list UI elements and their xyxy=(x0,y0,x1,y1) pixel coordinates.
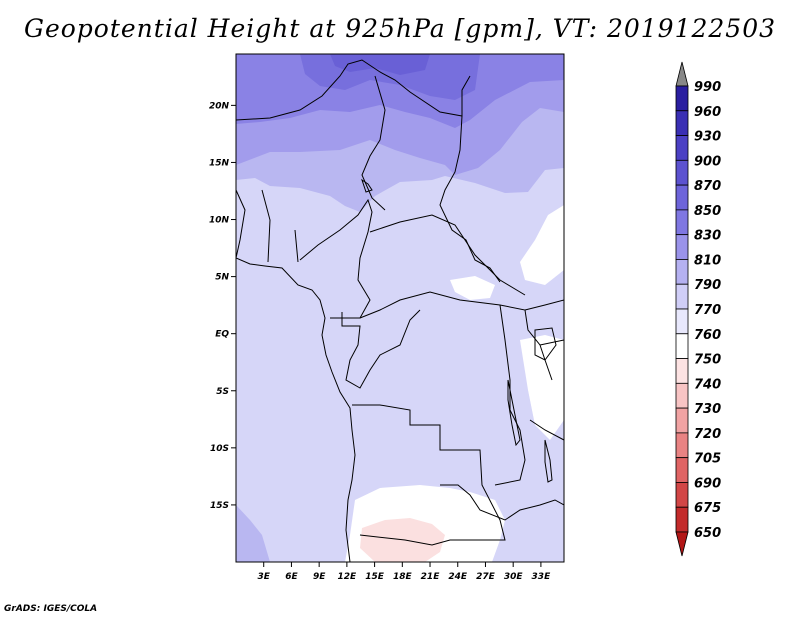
lake-chad xyxy=(361,178,373,193)
border-drc-east xyxy=(494,304,526,486)
lat-tick-label: 15N xyxy=(209,158,230,168)
lon-tick-label: 18E xyxy=(393,572,413,582)
colorbar-label: 770 xyxy=(694,303,721,318)
lon-tick-label: 6E xyxy=(285,572,298,582)
colorbar-swatch xyxy=(675,506,689,533)
longitude-axis: 3E 6E 9E 12E 15E 18E 21E 24E 27E 30E 33E xyxy=(258,562,552,582)
colorbar-swatch xyxy=(675,482,689,508)
lon-tick-label: 15E xyxy=(365,572,385,582)
lon-tick-label: 27E xyxy=(476,572,496,582)
border-tanzania xyxy=(524,299,564,441)
colorbar-swatch xyxy=(675,135,689,161)
colorbar-label: 650 xyxy=(694,526,721,541)
field-790-810-southwest xyxy=(236,505,270,562)
border-sahel xyxy=(236,59,471,121)
field-760-770-central xyxy=(450,276,495,300)
lat-tick-label: 10N xyxy=(209,216,230,226)
lon-tick-label: 9E xyxy=(313,572,326,582)
lake-victoria xyxy=(534,327,557,361)
border-car xyxy=(369,214,526,296)
lon-tick-label: 30E xyxy=(504,572,524,582)
colorbar-swatch xyxy=(675,283,689,310)
border-angola xyxy=(352,404,506,546)
border-zambia xyxy=(440,484,564,521)
colorbar-label: 990 xyxy=(694,80,721,95)
field-760-770-lakes xyxy=(520,335,564,440)
colorbar-swatch xyxy=(675,159,689,186)
latitude-axis: 20N 15N 10N 5N EQ 5S 10S 15S xyxy=(209,101,236,511)
colorbar-label: 830 xyxy=(694,229,721,244)
colorbar-label: 740 xyxy=(694,377,721,392)
coastline-west-africa xyxy=(236,257,356,562)
colorbar-label: 730 xyxy=(694,402,721,417)
colorbar-swatch xyxy=(675,308,689,335)
colorbar-swatch xyxy=(675,234,689,260)
lon-tick-label: 21E xyxy=(421,572,441,582)
colorbar-swatch xyxy=(675,382,689,409)
colorbar-swatch xyxy=(675,110,689,136)
lon-tick-label: 12E xyxy=(338,572,358,582)
lat-tick-label: 10S xyxy=(210,444,229,454)
border-chad xyxy=(439,115,501,283)
colorbar-swatch xyxy=(675,333,689,359)
colorbar-swatch xyxy=(675,259,689,285)
colorbar-label: 690 xyxy=(694,476,721,491)
colorbar-top-arrow xyxy=(675,61,689,87)
colorbar-swatch xyxy=(675,457,689,483)
colorbar: 990 960 930 900 870 850 830 810 790 770 760 750 740 7… xyxy=(675,61,721,557)
field-870-900 xyxy=(330,54,430,75)
colorbar-label: 720 xyxy=(694,427,721,442)
lat-tick-label: EQ xyxy=(215,330,229,340)
colorbar-label: 705 xyxy=(694,452,721,467)
lake-tanganyika xyxy=(507,379,521,447)
colorbar-swatch xyxy=(675,407,689,434)
colorbar-swatch xyxy=(675,432,689,459)
colorbar-swatch xyxy=(675,209,689,236)
map-title: Geopotential Height at 925hPa [gpm], VT:… xyxy=(23,14,777,43)
lat-tick-label: 15S xyxy=(210,501,229,511)
colorbar-label: 960 xyxy=(694,105,721,120)
lon-tick-label: 3E xyxy=(258,572,271,582)
colorbar-label: 810 xyxy=(694,253,721,268)
colorbar-label: 900 xyxy=(694,154,721,169)
border-cameroon xyxy=(299,198,373,319)
border-north-east xyxy=(361,75,386,211)
colorbar-swatch xyxy=(675,358,689,384)
lat-tick-label: 5S xyxy=(216,387,229,397)
colorbar-label: 930 xyxy=(694,130,721,145)
border-gabon xyxy=(341,309,421,389)
colorbar-label: 850 xyxy=(694,204,721,219)
lat-tick-label: 5N xyxy=(215,273,229,283)
colorbar-swatch xyxy=(675,184,689,211)
colorbar-bottom-arrow xyxy=(675,531,689,557)
colorbar-swatch xyxy=(675,85,689,112)
colorbar-label: 760 xyxy=(694,328,721,343)
lat-tick-label: 20N xyxy=(209,101,230,111)
borders xyxy=(236,59,564,562)
border-west-coast-small xyxy=(236,189,299,263)
height-field xyxy=(236,54,564,562)
field-760-770-east xyxy=(520,205,564,285)
lon-tick-label: 24E xyxy=(448,572,468,582)
lake-malawi xyxy=(544,439,553,483)
map-frame xyxy=(235,53,565,563)
colorbar-label: 750 xyxy=(694,353,721,368)
colorbar-label: 870 xyxy=(694,179,721,194)
lon-tick-label: 33E xyxy=(532,572,552,582)
colorbar-label: 790 xyxy=(694,278,721,293)
grads-credit: GrADS: IGES/COLA xyxy=(4,604,98,614)
colorbar-label: 675 xyxy=(694,501,721,516)
